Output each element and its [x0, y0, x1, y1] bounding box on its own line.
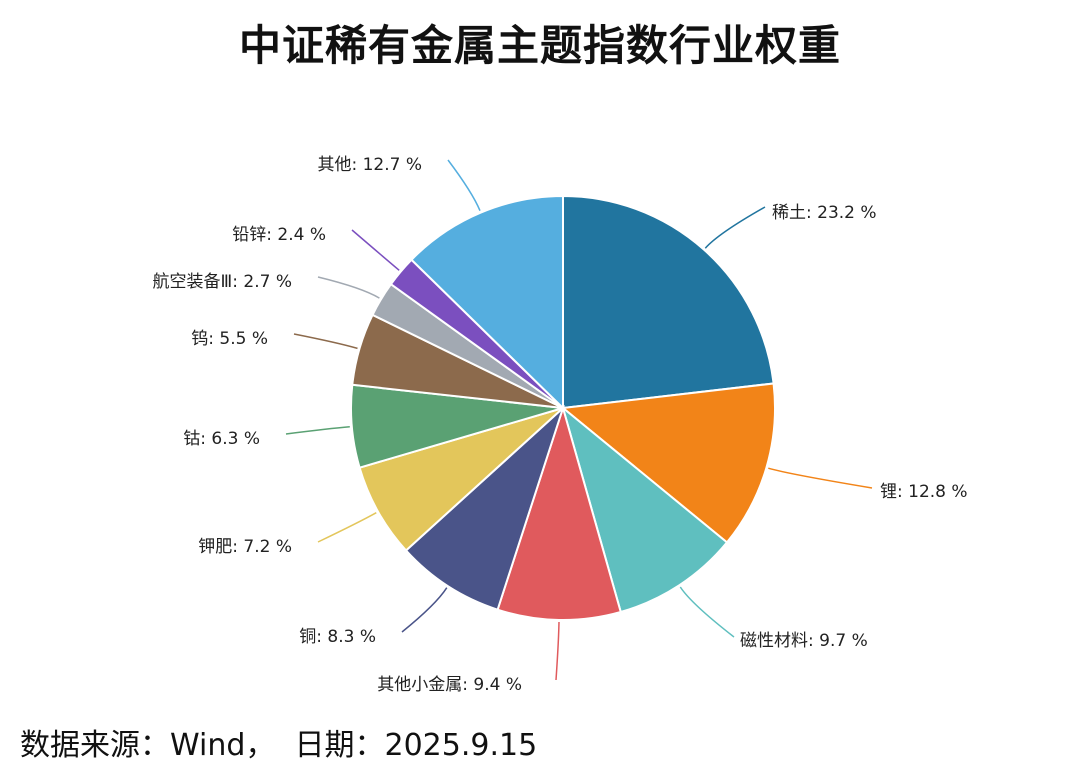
- footer: 数据来源：Wind， 日期：2025.9.15: [20, 720, 537, 764]
- pie-slices: [350, 194, 776, 621]
- leader-line: [768, 467, 873, 489]
- slice-label: 磁性材料: 9.7 %: [740, 631, 868, 651]
- slice-label: 钨: 5.5 %: [191, 329, 268, 349]
- pie-slice: [410, 194, 564, 411]
- slice-label: 稀土: 23.2 %: [772, 203, 877, 223]
- leader-line: [447, 159, 481, 211]
- slice-labels: 稀土: 23.2 % 锂: 12.8 % 磁性材料: 9.7 % 其他小金属: 9.4…: [153, 155, 968, 695]
- leader-line: [555, 621, 560, 681]
- pie-slice: [562, 194, 775, 410]
- slice-label: 其他: 12.7 %: [317, 155, 422, 175]
- pie-slice: [404, 404, 566, 611]
- slice-label: 钾肥: 7.2 %: [198, 537, 292, 557]
- slice-label: 铜: 8.3 %: [299, 627, 376, 647]
- leader-line: [401, 587, 448, 633]
- leader-line: [679, 586, 735, 638]
- slice-label: 锂: 12.8 %: [880, 482, 968, 502]
- slice-label: 铅锌: 2.4 %: [232, 225, 326, 245]
- leader-line: [317, 512, 377, 543]
- chart-title: 中证稀有金属主题指数行业权重: [238, 21, 841, 70]
- leader-line: [293, 333, 358, 350]
- slice-label: 钴: 6.3 %: [183, 429, 260, 449]
- source-label: 数据来源：Wind，: [20, 728, 276, 763]
- leader-line: [317, 276, 380, 299]
- leader-line: [351, 229, 400, 271]
- pie-slice: [561, 405, 729, 614]
- slice-label: 航空装备Ⅲ: 2.7 %: [153, 272, 292, 292]
- slice-label: 其他小金属: 9.4 %: [377, 675, 522, 695]
- pie-slice: [560, 382, 776, 544]
- leader-line: [285, 426, 350, 435]
- date-label: 日期：2025.9.15: [294, 728, 538, 763]
- pie-slice: [496, 404, 622, 621]
- leader-line: [704, 206, 766, 249]
- leader-lines: [285, 159, 873, 681]
